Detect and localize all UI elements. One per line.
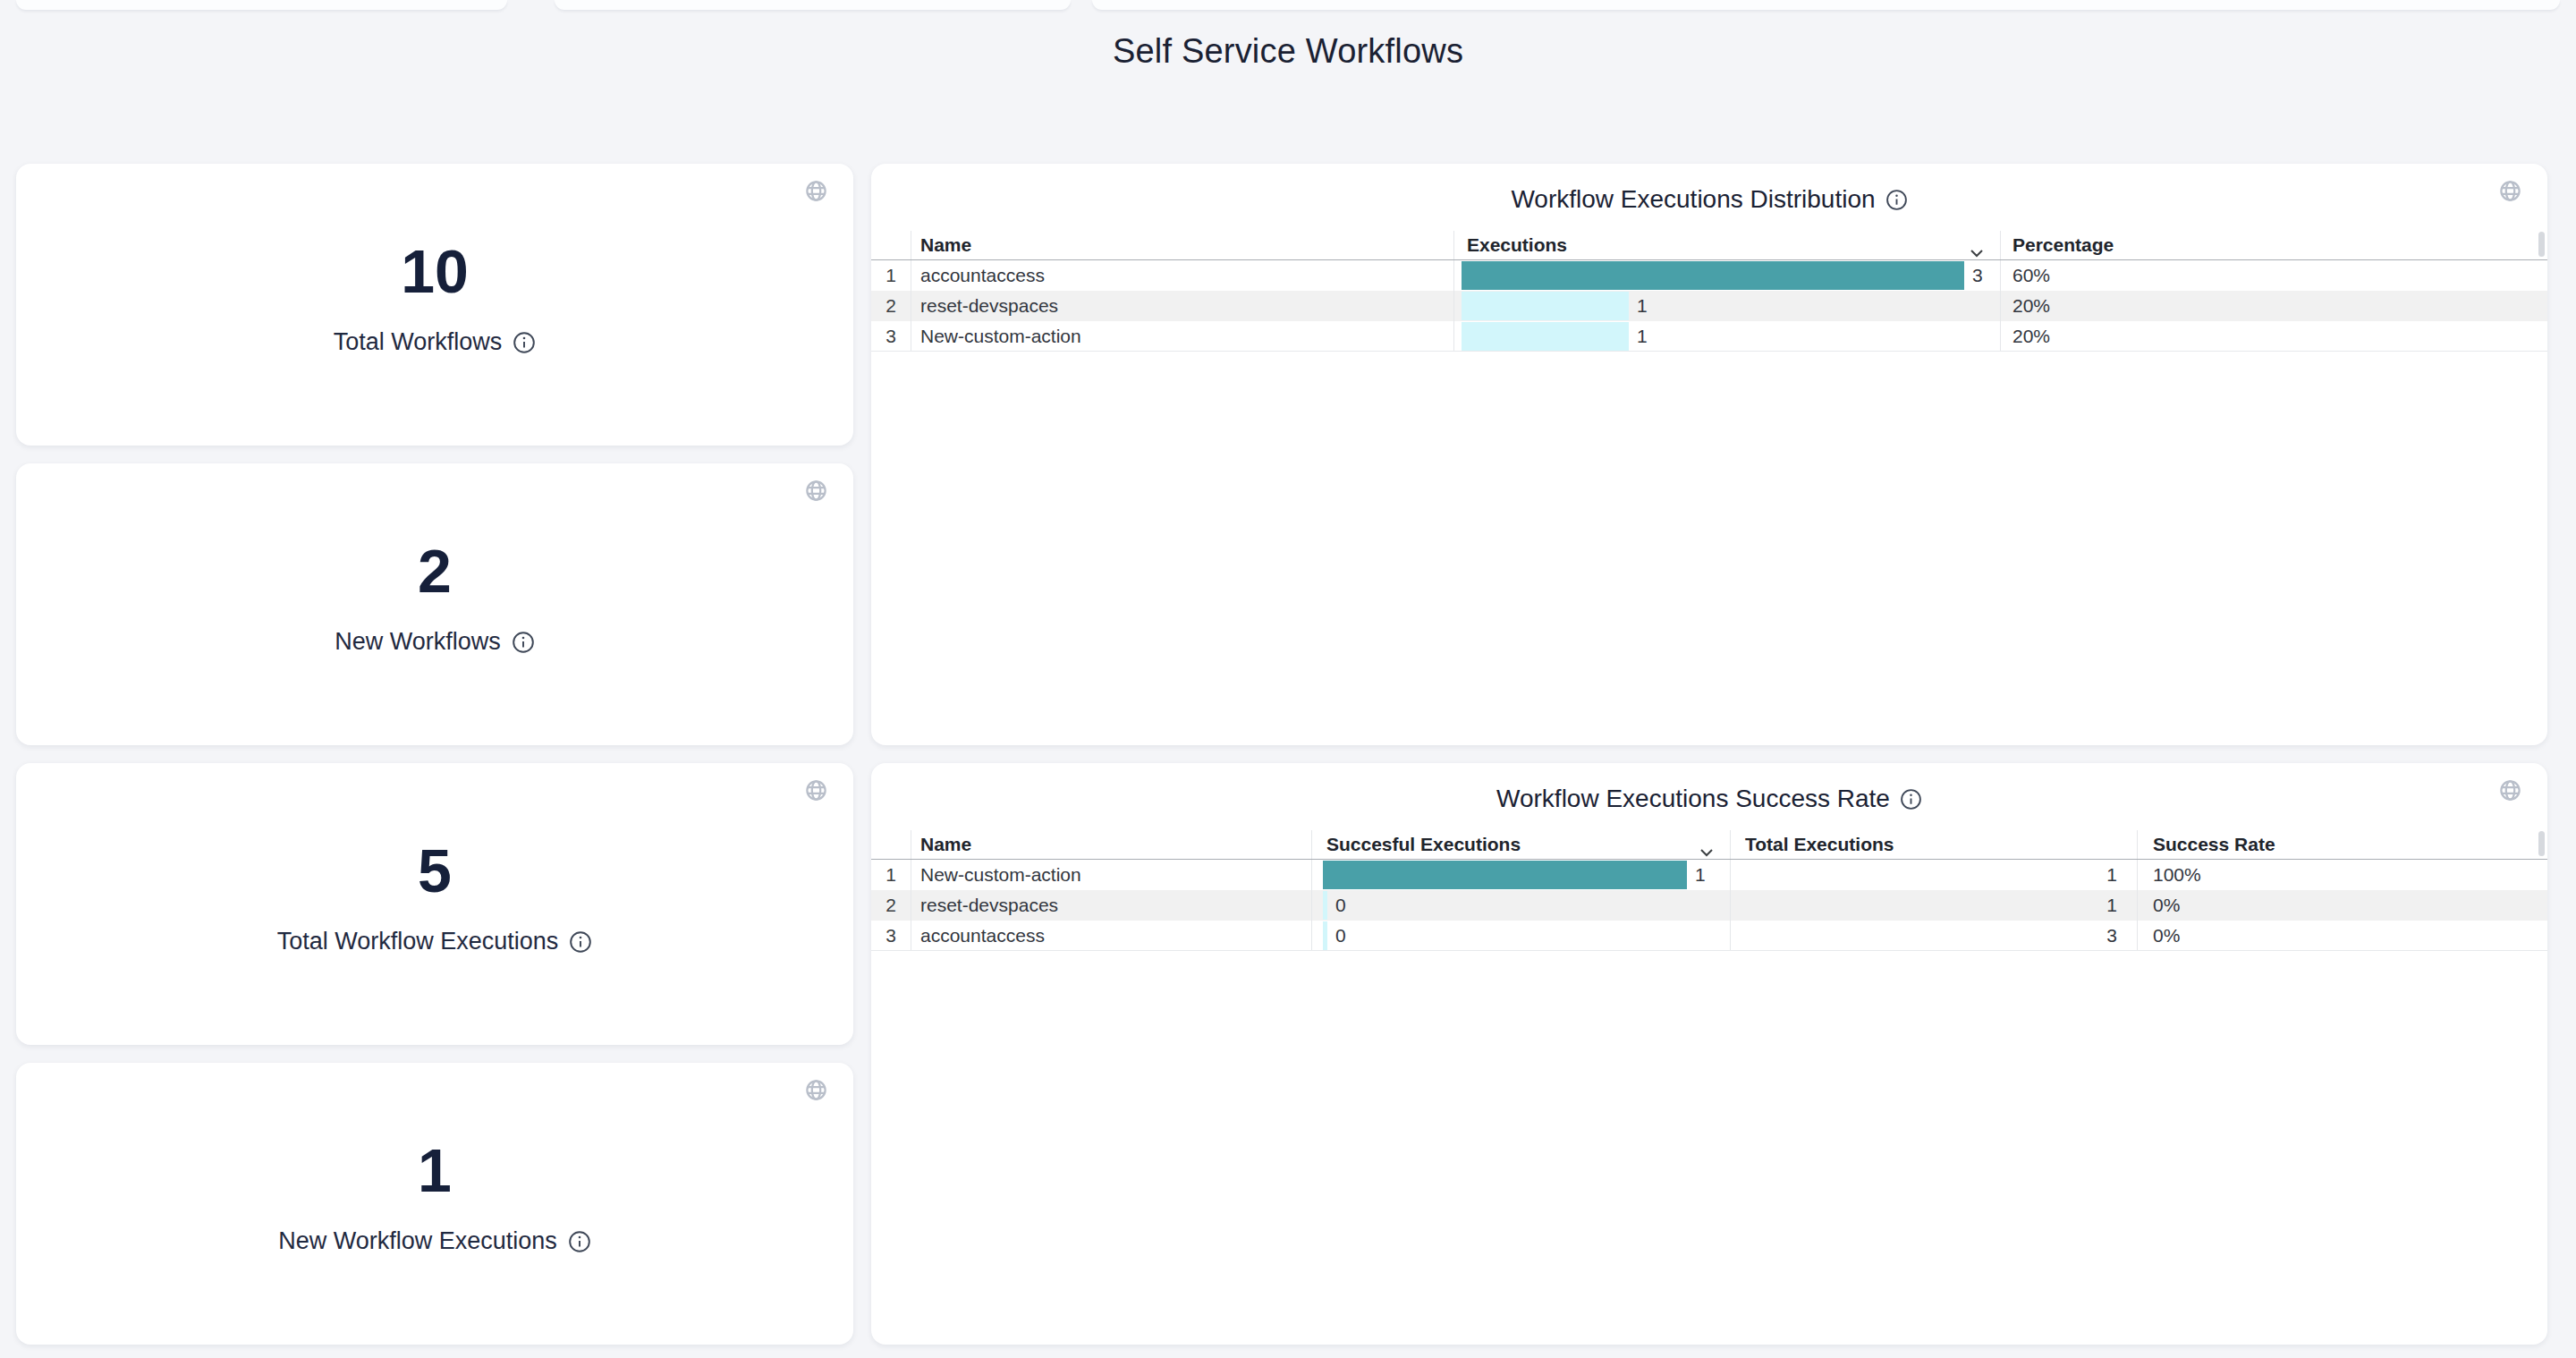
name-cell: accountaccess	[911, 921, 1311, 950]
distribution-table: Name Executions Percentage 1 accountacce…	[871, 231, 2547, 352]
stat-label-text: New Workflows	[335, 628, 501, 656]
row-index: 2	[871, 291, 911, 321]
successful-executions-bar-cell: 0	[1311, 921, 1730, 950]
workflow-executions-distribution-panel: Workflow Executions Distribution Name Ex…	[871, 164, 2547, 745]
bar-value: 1	[1637, 326, 1648, 347]
table-header-row: Name Executions Percentage	[871, 231, 2547, 260]
row-index: 3	[871, 321, 911, 351]
percentage-cell: 20%	[2000, 321, 2547, 351]
column-header-total-executions[interactable]: Total Executions	[1730, 830, 2137, 859]
table-row[interactable]: 2 reset-devspaces 0 1 0%	[871, 890, 2547, 921]
table-row[interactable]: 3 New-custom-action 1 20%	[871, 321, 2547, 352]
bar-value: 3	[1972, 265, 1983, 286]
info-icon[interactable]	[1900, 788, 1922, 811]
stat-label-text: Total Workflow Executions	[277, 928, 559, 955]
total-executions-cell: 1	[1730, 860, 2137, 890]
column-header-success-rate[interactable]: Success Rate	[2137, 830, 2547, 859]
bar-value: 0	[1335, 925, 1346, 946]
offscreen-card-bottom	[16, 0, 507, 10]
stat-label: Total Workflows	[334, 328, 537, 356]
column-header-name[interactable]: Name	[911, 231, 1453, 259]
stat-value: 1	[418, 1140, 452, 1201]
stat-label-text: Total Workflows	[334, 328, 503, 356]
name-cell: accountaccess	[911, 260, 1453, 291]
column-header-label: Succesful Executions	[1326, 834, 1521, 855]
stat-value: 10	[401, 241, 469, 301]
column-header-label: Executions	[1467, 234, 1567, 256]
stat-value: 2	[418, 540, 452, 601]
table-header-row: Name Succesful Executions Total Executio…	[871, 830, 2547, 860]
row-index: 3	[871, 921, 911, 950]
column-header-percentage[interactable]: Percentage	[2000, 231, 2547, 259]
execution-bar	[1323, 891, 1327, 920]
bar-value: 1	[1695, 864, 1706, 886]
page-title: Self Service Workflows	[0, 32, 2576, 71]
panel-title-text: Workflow Executions Success Rate	[1496, 785, 1890, 813]
stat-value: 5	[418, 840, 452, 901]
name-cell: reset-devspaces	[911, 291, 1453, 321]
total-workflow-executions-card: 5 Total Workflow Executions	[16, 763, 853, 1045]
bar-value: 1	[1637, 295, 1648, 317]
info-icon[interactable]	[513, 331, 536, 354]
column-header-name[interactable]: Name	[911, 830, 1311, 859]
execution-bar	[1462, 292, 1629, 320]
panel-title-text: Workflow Executions Distribution	[1511, 185, 1875, 214]
info-icon[interactable]	[568, 1230, 591, 1253]
offscreen-card-bottom	[1092, 0, 2560, 10]
success-rate-cell: 0%	[2137, 921, 2547, 950]
total-executions-cell: 1	[1730, 890, 2137, 921]
new-workflows-card: 2 New Workflows	[16, 463, 853, 745]
new-workflow-executions-card: 1 New Workflow Executions	[16, 1063, 853, 1345]
panel-title: Workflow Executions Distribution	[871, 185, 2547, 214]
stat-label-text: New Workflow Executions	[278, 1227, 557, 1255]
table-row[interactable]: 1 accountaccess 3 60%	[871, 260, 2547, 291]
execution-bar	[1323, 861, 1687, 889]
name-cell: New-custom-action	[911, 860, 1311, 890]
execution-bar	[1323, 921, 1327, 950]
execution-bar	[1462, 261, 1964, 290]
stat-label: New Workflow Executions	[278, 1227, 591, 1255]
stat-label: New Workflows	[335, 628, 535, 656]
row-index-header	[871, 231, 911, 259]
info-icon[interactable]	[512, 631, 535, 654]
sort-desc-icon[interactable]	[1970, 241, 1984, 250]
execution-bar	[1462, 322, 1629, 351]
executions-bar-cell: 3	[1453, 260, 2000, 291]
total-workflows-card: 10 Total Workflows	[16, 164, 853, 446]
executions-bar-cell: 1	[1453, 291, 2000, 321]
sort-desc-icon[interactable]	[1699, 840, 1714, 849]
info-icon[interactable]	[1885, 189, 1908, 211]
table-row[interactable]: 2 reset-devspaces 1 20%	[871, 291, 2547, 321]
row-index: 1	[871, 860, 911, 890]
success-rate-table: Name Succesful Executions Total Executio…	[871, 830, 2547, 951]
workflow-executions-success-rate-panel: Workflow Executions Success Rate Name Su…	[871, 763, 2547, 1345]
total-executions-cell: 3	[1730, 921, 2137, 950]
panel-title: Workflow Executions Success Rate	[871, 785, 2547, 813]
success-rate-cell: 0%	[2137, 890, 2547, 921]
successful-executions-bar-cell: 0	[1311, 890, 1730, 921]
successful-executions-bar-cell: 1	[1311, 860, 1730, 890]
stat-label: Total Workflow Executions	[277, 928, 593, 955]
percentage-cell: 60%	[2000, 260, 2547, 291]
name-cell: reset-devspaces	[911, 890, 1311, 921]
name-cell: New-custom-action	[911, 321, 1453, 351]
info-icon[interactable]	[569, 930, 592, 954]
success-rate-cell: 100%	[2137, 860, 2547, 890]
table-row[interactable]: 3 accountaccess 0 3 0%	[871, 921, 2547, 951]
bar-value: 0	[1335, 895, 1346, 916]
offscreen-card-bottom	[555, 0, 1071, 10]
table-row[interactable]: 1 New-custom-action 1 1 100%	[871, 860, 2547, 890]
row-index: 1	[871, 260, 911, 291]
column-header-successful-executions[interactable]: Succesful Executions	[1311, 830, 1730, 859]
percentage-cell: 20%	[2000, 291, 2547, 321]
row-index-header	[871, 830, 911, 859]
column-header-executions[interactable]: Executions	[1453, 231, 2000, 259]
row-index: 2	[871, 890, 911, 921]
executions-bar-cell: 1	[1453, 321, 2000, 351]
